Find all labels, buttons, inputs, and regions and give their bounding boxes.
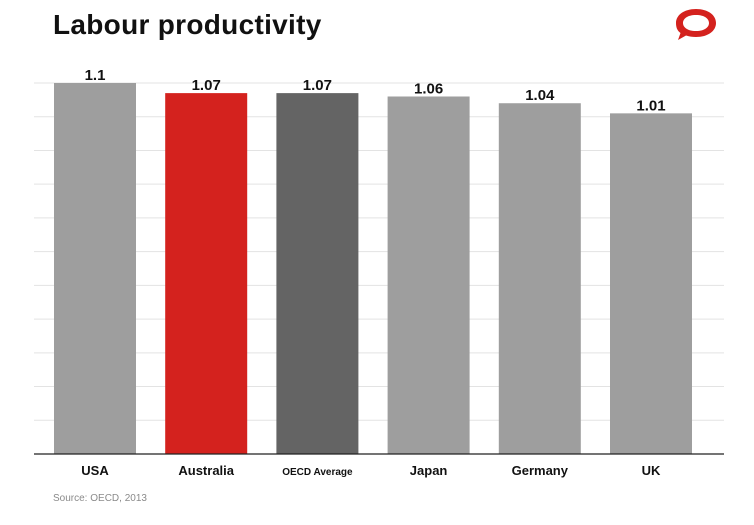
value-label: 1.07 <box>303 77 332 94</box>
category-label: Australia <box>178 463 234 478</box>
chart-title: Labour productivity <box>53 9 322 40</box>
bar-uk <box>610 113 692 454</box>
bar-oecd-average <box>276 93 359 455</box>
bars <box>54 83 692 455</box>
category-label: USA <box>81 463 109 478</box>
value-label: 1.04 <box>525 87 555 104</box>
bar-japan <box>387 96 470 454</box>
bar-australia <box>165 93 248 455</box>
value-label: 1.1 <box>85 67 106 84</box>
category-label: Japan <box>410 463 448 478</box>
source-note: Source: OECD, 2013 <box>53 493 147 504</box>
value-labels: 1.1 1.07 1.07 1.06 1.04 1.01 <box>85 67 666 114</box>
category-label: OECD Average <box>282 467 353 478</box>
value-label: 1.01 <box>636 97 665 114</box>
category-labels: USA Australia OECD Average Japan Germany UK <box>81 463 661 478</box>
gridlines <box>34 82 724 421</box>
value-label: 1.07 <box>192 77 221 94</box>
category-label: Germany <box>512 463 569 478</box>
category-label: UK <box>642 463 661 478</box>
speech-bubble-logo-icon <box>676 9 716 40</box>
bar-germany <box>498 103 581 455</box>
bar-usa <box>54 83 136 454</box>
value-label: 1.06 <box>414 80 443 97</box>
